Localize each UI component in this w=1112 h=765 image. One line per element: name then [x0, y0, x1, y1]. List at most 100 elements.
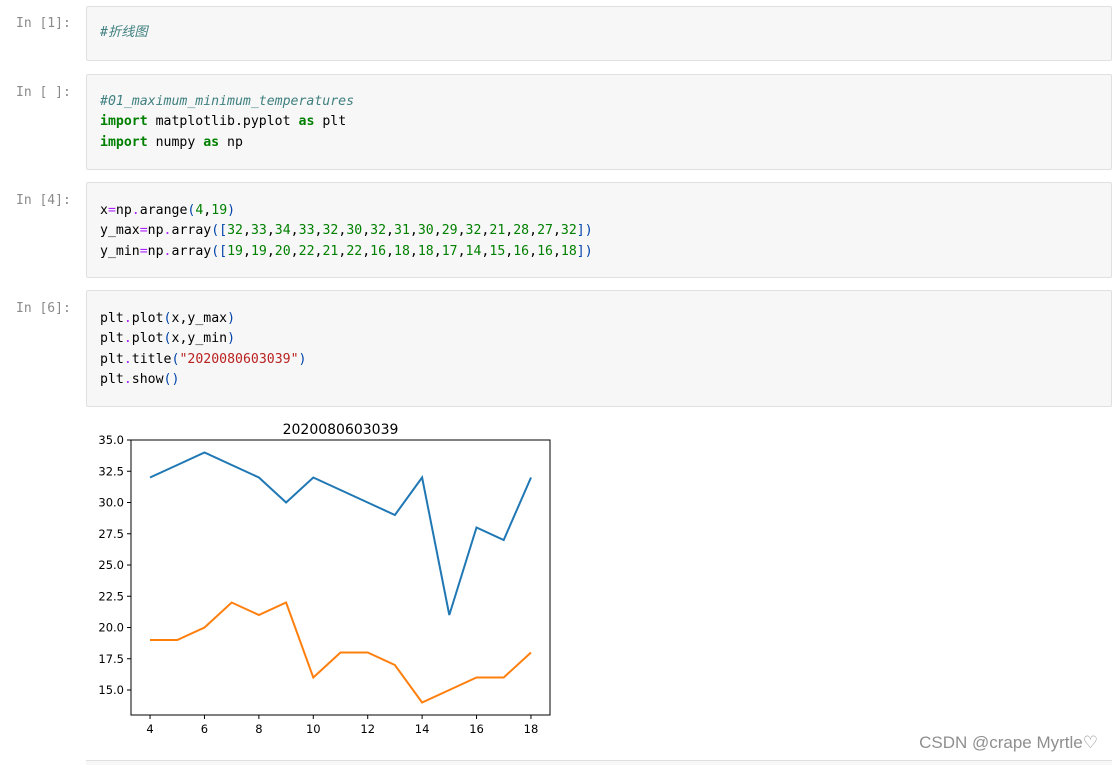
code-line: plt.plot(x,y_min) [100, 329, 306, 349]
code-token: numpy [147, 134, 204, 150]
watermark: CSDN @crape Myrtle♡ [919, 733, 1098, 752]
code-input[interactable]: #01_maximum_minimum_temperatures import m… [86, 74, 1112, 170]
code-token: 16 [370, 243, 387, 259]
code-token: x,y_min [171, 331, 228, 347]
code-line: x=np.arange(4,19) [100, 201, 593, 221]
code-token: #折线图 [100, 25, 148, 40]
series-2-point [367, 652, 369, 654]
series-2-line [150, 601, 532, 704]
series-1-line [149, 451, 532, 616]
code-token: ( [163, 331, 172, 347]
chart-title: 2020080603039 [283, 422, 399, 438]
code-lines: plt.plot(x,y_max) plt.plot(x,y_min) plt.ti… [100, 309, 306, 390]
code-line: #01_maximum_minimum_temperatures [100, 92, 354, 112]
code-token: . [123, 351, 132, 367]
code-token: import [100, 114, 148, 130]
code-token: , [529, 243, 538, 259]
code-token: ([ [211, 243, 228, 259]
code-token: 32 [370, 223, 387, 239]
code-token: 4 [195, 203, 204, 218]
code-token: ([ [211, 223, 228, 239]
series-2-point [448, 689, 450, 691]
x-tick-label: 14 [415, 722, 430, 736]
code-token: , [409, 223, 418, 239]
code-token: show [131, 371, 164, 387]
cell-prompt: In [6]: [16, 301, 71, 316]
x-tick-label: 8 [255, 722, 262, 736]
code-token: np [219, 134, 243, 150]
code-lines: x=np.arange(4,19) y_max=np.array([32,33,3… [100, 201, 593, 262]
code-lines: #折线图 [100, 23, 148, 43]
code-token: 14 [465, 243, 482, 259]
code-token: 22 [346, 243, 363, 259]
code-token: , [505, 223, 514, 239]
code-token: ]) [576, 223, 593, 239]
code-token: 34 [274, 223, 291, 239]
code-token: 20 [274, 243, 291, 259]
series-2-point [231, 602, 233, 604]
code-token: = [107, 203, 116, 218]
series-2-point [476, 677, 478, 679]
code-token: , [457, 243, 466, 259]
code-token: , [362, 243, 371, 259]
code-line: plt.show() [100, 370, 306, 390]
code-token: ) [227, 311, 236, 326]
code-token: 16 [537, 243, 553, 259]
x-tick-label: 10 [306, 722, 321, 736]
code-token: , [409, 243, 418, 259]
series-2-point [421, 702, 423, 704]
code-input[interactable]: x=np.arange(4,19) y_max=np.array([32,33,3… [86, 182, 1112, 278]
code-line: plt.plot(x,y_max) [100, 309, 306, 329]
code-token: 19 [211, 203, 228, 218]
code-input[interactable]: plt.plot(x,y_max) plt.plot(x,y_min) plt.ti… [86, 290, 1112, 407]
series-1-point [476, 527, 478, 529]
code-token: = [139, 223, 148, 239]
code-token: y_min [100, 243, 140, 259]
code-token: 33 [250, 223, 267, 239]
code-token: ( [171, 351, 180, 367]
code-token: plt [314, 114, 347, 130]
code-token: , [314, 243, 323, 259]
series-2-point [312, 677, 314, 679]
code-token: , [290, 243, 299, 259]
code-token: , [242, 223, 251, 239]
code-line: import numpy as np [100, 133, 354, 153]
code-token: plt [100, 351, 124, 367]
plot-frame [130, 439, 551, 716]
code-token: x [100, 203, 108, 218]
y-tick-label: 35.0 [98, 433, 124, 447]
code-token: x,y_max [171, 311, 228, 326]
series-1-point [258, 477, 260, 479]
code-line: y_min=np.array([19,19,20,22,21,22,16,18,… [100, 242, 593, 262]
code-token: ( [187, 203, 196, 218]
code-token: 32 [560, 223, 577, 239]
code-token: , [338, 243, 347, 259]
next-cell-edge[interactable] [86, 760, 1112, 765]
code-input[interactable]: #折线图 [86, 6, 1112, 61]
code-token: #01_maximum_minimum_temperatures [100, 94, 355, 109]
code-token: 21 [489, 223, 506, 239]
series-2-point [530, 652, 532, 654]
series-1-point [503, 539, 505, 541]
x-tick-label: 16 [469, 722, 484, 736]
code-token: 18 [560, 243, 577, 259]
code-token: np [147, 223, 164, 239]
series-2-point [176, 639, 178, 641]
cell-prompt: In [ ]: [16, 85, 71, 100]
code-token: 18 [417, 243, 434, 259]
series-1-point [367, 502, 369, 504]
cell-prompt: In [1]: [16, 16, 71, 31]
code-lines: #01_maximum_minimum_temperatures import m… [100, 92, 354, 153]
y-tick-label: 27.5 [98, 527, 124, 541]
code-token: , [433, 243, 442, 259]
code-token: y_max [100, 223, 140, 239]
code-token: , [457, 223, 466, 239]
code-token: 32 [227, 223, 243, 239]
code-token: array [171, 243, 212, 259]
code-token: ]) [576, 243, 593, 259]
series-2-point [203, 627, 205, 629]
code-token: import [100, 134, 148, 150]
code-token: 31 [394, 223, 410, 239]
code-token: , [338, 223, 347, 239]
series-1-point [394, 514, 396, 516]
